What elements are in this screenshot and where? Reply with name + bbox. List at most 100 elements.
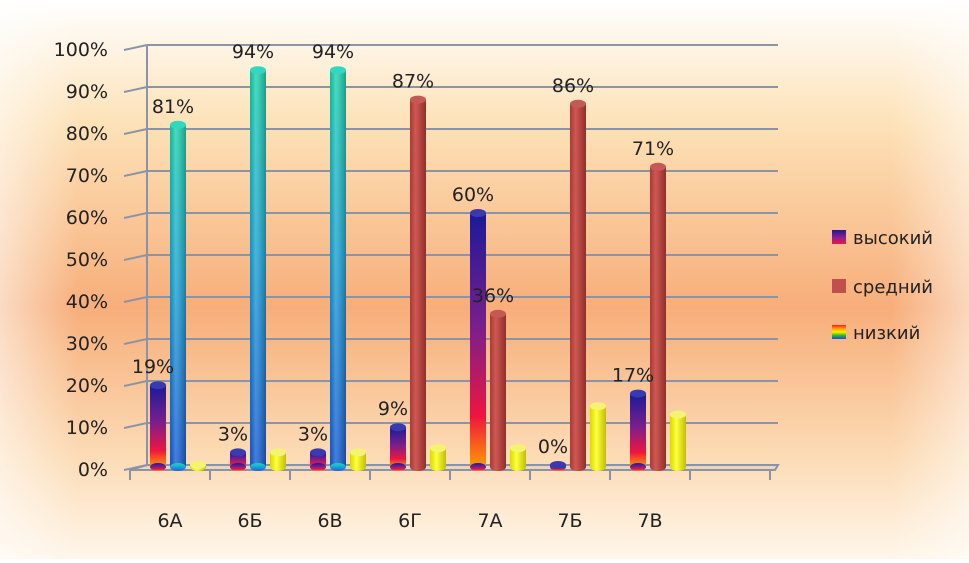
y-tick-mark — [123, 422, 148, 429]
bar-mid — [410, 95, 426, 471]
x-tick-label: 7А — [477, 510, 502, 532]
y-tick-label: 100% — [54, 39, 108, 61]
bar-high — [150, 381, 166, 471]
bar-body — [430, 448, 446, 467]
bar-high — [230, 448, 246, 471]
bar-cap — [630, 389, 646, 398]
data-label: 0% — [538, 436, 568, 458]
bar-body — [270, 452, 286, 467]
bar-shade — [330, 70, 346, 467]
data-label: 36% — [472, 285, 514, 307]
bar-high — [550, 461, 566, 471]
bar-base — [170, 463, 186, 471]
y-tick-mark — [123, 464, 148, 471]
bar-mid — [650, 162, 666, 471]
bar-low — [670, 410, 686, 471]
y-tick-label: 70% — [66, 165, 108, 187]
bar-cap — [410, 95, 426, 104]
bar-shade — [250, 70, 266, 467]
data-labels: 19% 81% 3% 94% 3% 94% 9% 87% 60% 36% 0% 86% 17% 71% — [132, 41, 674, 458]
bar-body — [590, 406, 606, 467]
bar-cap — [570, 99, 586, 108]
bar-base — [350, 463, 366, 471]
bar-cap — [270, 448, 286, 457]
y-tick-mark — [123, 254, 148, 261]
bar-body — [150, 385, 166, 467]
bar-body — [310, 452, 326, 467]
bar-body — [510, 448, 526, 467]
y-tick-mark — [123, 44, 148, 51]
bar-body — [470, 213, 486, 467]
legend: высокий средний низкий — [832, 228, 933, 344]
data-label: 94% — [312, 41, 354, 63]
bar-base — [490, 463, 506, 471]
y-tick-label: 20% — [66, 375, 108, 397]
bar-low — [350, 448, 366, 471]
bar-base — [470, 463, 486, 471]
y-tick-label: 10% — [66, 417, 108, 439]
bar-cap — [390, 423, 406, 432]
bar-low — [510, 444, 526, 471]
bar-body — [390, 427, 406, 467]
y-tick-mark — [123, 212, 148, 219]
bar-base — [270, 463, 286, 471]
bar-mid — [330, 66, 346, 471]
bar-cap — [470, 209, 486, 217]
data-label: 60% — [452, 184, 494, 206]
y-axis-ticks: 0% 10% 20% 30% 40% 50% 60% 70% 80% 90% 100% — [54, 39, 108, 481]
bar-cap — [230, 448, 246, 457]
bar-mid — [490, 309, 506, 471]
legend-label-high: высокий — [853, 228, 933, 249]
bar-body — [230, 452, 246, 467]
x-tick-label: 6Г — [398, 510, 422, 532]
y-tick-mark — [123, 380, 148, 387]
bar-cap — [510, 444, 526, 453]
bar-body — [490, 313, 506, 467]
legend-item-low: низкий — [832, 323, 920, 344]
bar-body — [670, 414, 686, 467]
y-tick-mark — [123, 296, 148, 303]
bar-base — [250, 463, 266, 471]
bar-base — [650, 463, 666, 471]
bar-body — [410, 99, 426, 467]
y-tick-label: 30% — [66, 333, 108, 355]
y-tick-label: 0% — [78, 459, 108, 481]
bar-base — [150, 463, 166, 471]
data-label: 3% — [298, 423, 328, 445]
bar-cap — [150, 381, 166, 390]
bar-cap — [170, 120, 186, 129]
x-tick-label: 6В — [317, 510, 342, 532]
bar-base — [430, 463, 446, 471]
y-tick-label: 80% — [66, 123, 108, 145]
bar-base — [330, 463, 346, 471]
bar-low — [590, 402, 606, 471]
data-label: 17% — [612, 365, 654, 387]
x-tick-label: 6А — [157, 510, 182, 532]
bar-base — [390, 463, 406, 471]
bar-low — [190, 461, 206, 471]
data-label: 19% — [132, 356, 174, 378]
bar-base — [230, 463, 246, 471]
x-tick-label: 6Б — [237, 510, 262, 532]
data-label: 9% — [378, 398, 408, 420]
y-tick-label: 50% — [66, 249, 108, 271]
legend-swatch-high — [832, 230, 846, 244]
bar-cap — [670, 410, 686, 419]
bar-low — [270, 448, 286, 471]
bar-base — [630, 463, 646, 471]
data-label: 3% — [218, 423, 248, 445]
bar-base — [410, 463, 426, 471]
y-tick-mark — [123, 128, 148, 135]
bar-cap — [550, 461, 566, 469]
data-label: 87% — [392, 71, 434, 93]
bar-high — [310, 448, 326, 471]
bar-cap — [190, 461, 206, 469]
legend-swatch-low — [832, 325, 846, 339]
legend-item-mid: средний — [832, 277, 933, 298]
bar-base — [510, 463, 526, 471]
bar-low — [430, 444, 446, 471]
bar-body — [570, 103, 586, 468]
y-tick-mark — [123, 170, 148, 177]
bar-base — [590, 463, 606, 471]
bar-cap — [650, 162, 666, 171]
